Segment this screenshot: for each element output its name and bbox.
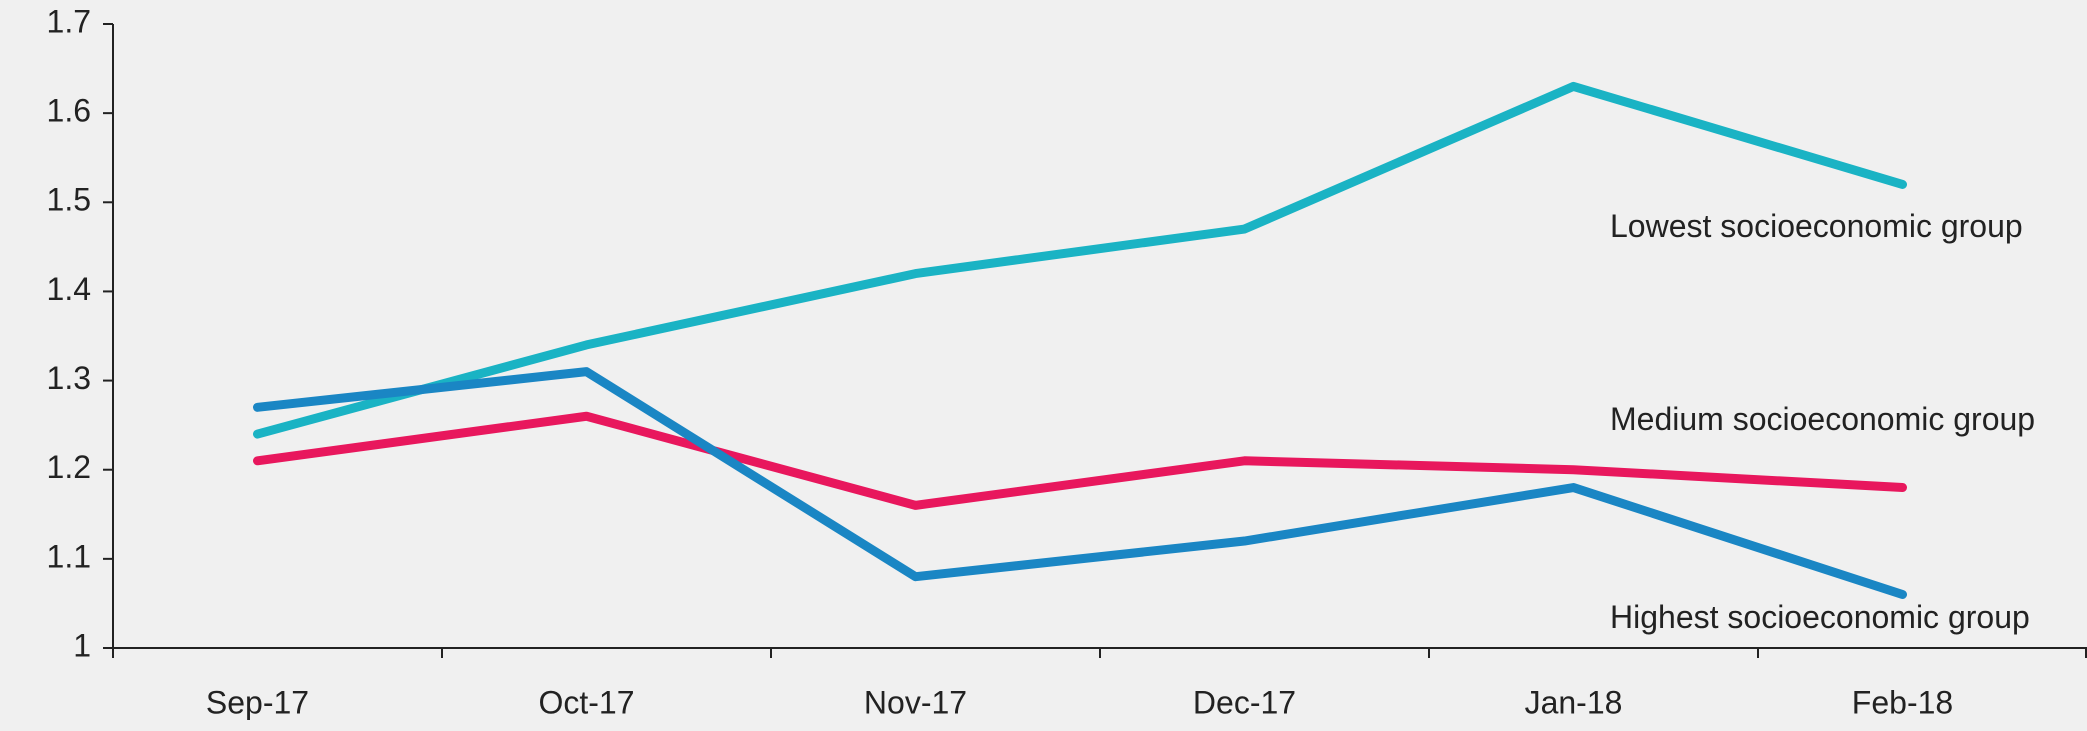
x-tick-label: Sep-17: [206, 684, 309, 720]
y-tick-label: 1.4: [47, 271, 91, 307]
series-line: [253, 367, 1907, 600]
series-line: [253, 81, 1907, 439]
series-label: Lowest socioeconomic group: [1610, 208, 2023, 244]
x-tick-label: Jan-18: [1525, 684, 1623, 720]
y-tick-label: 1.1: [47, 538, 91, 574]
x-tick-label: Feb-18: [1852, 684, 1953, 720]
y-tick-label: 1.3: [47, 360, 91, 396]
y-tick-label: 1.7: [47, 3, 91, 39]
series-label: Medium socioeconomic group: [1610, 401, 2035, 437]
series-label: Highest socioeconomic group: [1610, 599, 2030, 635]
y-tick-label: 1.2: [47, 449, 91, 485]
y-tick-label: 1.6: [47, 93, 91, 129]
x-tick-label: Oct-17: [538, 684, 634, 720]
x-tick-label: Dec-17: [1193, 684, 1296, 720]
x-tick-label: Nov-17: [864, 684, 967, 720]
y-tick-label: 1.5: [47, 182, 91, 218]
series-line: [253, 411, 1907, 510]
y-tick-label: 1: [73, 627, 91, 663]
